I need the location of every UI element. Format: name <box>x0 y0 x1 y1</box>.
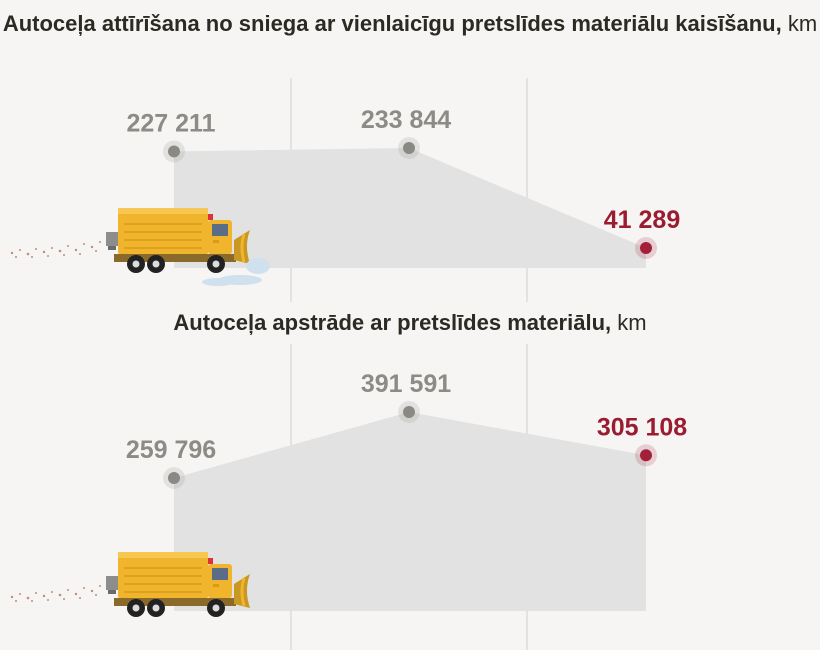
chart-title-1: Autoceļa attīrīšana no sniega ar vienlai… <box>2 11 818 36</box>
snowplow-truck-icon <box>9 206 270 286</box>
area-series <box>174 412 646 611</box>
data-point <box>403 406 415 418</box>
chart-title-1-unit: km <box>787 11 818 36</box>
data-label: 259 796 <box>126 436 216 464</box>
data-label: 305 108 <box>597 413 687 441</box>
chart-title-2-unit: km <box>617 310 647 335</box>
data-label: 233 844 <box>361 106 451 134</box>
data-point <box>168 472 180 484</box>
data-point <box>168 145 180 158</box>
chart-title-2-text: Autoceļa apstrāde ar pretslīdes materiāl… <box>173 310 606 335</box>
chart-title-2: Autoceļa apstrāde ar pretslīdes materiāl… <box>173 310 647 335</box>
chart-panel-1: 227 211 233 844 41 289 <box>127 106 680 268</box>
area-series <box>174 148 646 268</box>
data-label: 41 289 <box>604 206 680 234</box>
data-point <box>640 242 652 254</box>
data-label: 227 211 <box>127 109 216 137</box>
chart-panel-2: 259 796 391 591 305 108 <box>126 370 687 611</box>
data-label: 391 591 <box>361 370 451 398</box>
chart-title-1-text: Autoceļa attīrīšana no sniega ar vienlai… <box>2 11 776 36</box>
data-point <box>640 449 652 462</box>
data-point <box>403 142 415 154</box>
